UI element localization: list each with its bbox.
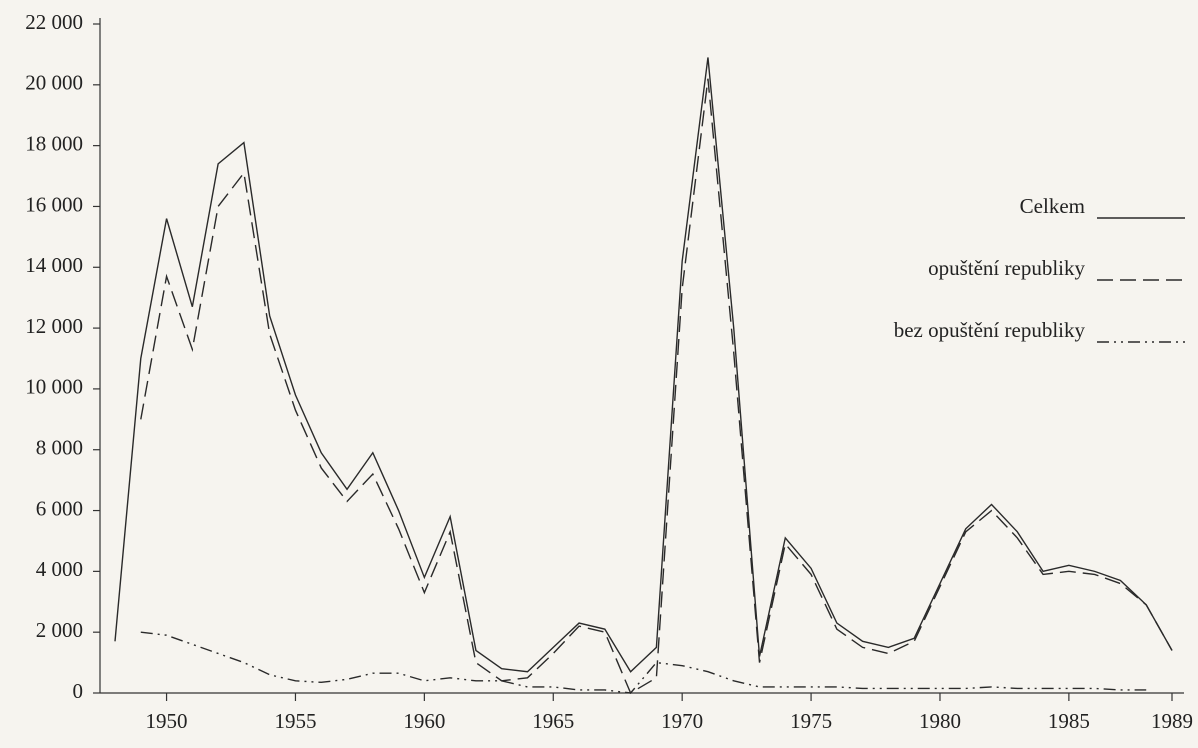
x-tick-label: 1965 xyxy=(532,709,574,733)
y-tick-label: 20 000 xyxy=(25,71,83,95)
y-tick-label: 18 000 xyxy=(25,131,83,155)
x-tick-label: 1980 xyxy=(919,709,961,733)
legend-label: bez opuštění republiky xyxy=(894,318,1086,342)
y-tick-label: 6 000 xyxy=(36,496,83,520)
x-tick-label: 1975 xyxy=(790,709,832,733)
y-tick-label: 4 000 xyxy=(36,557,83,581)
y-tick-label: 8 000 xyxy=(36,436,83,460)
x-tick-label: 1989 xyxy=(1151,709,1193,733)
x-tick-label: 1950 xyxy=(146,709,188,733)
series-line xyxy=(140,78,1173,695)
legend-label: opuštění republiky xyxy=(928,256,1085,280)
x-tick-label: 1985 xyxy=(1048,709,1090,733)
y-tick-label: 10 000 xyxy=(25,375,83,399)
y-tick-label: 12 000 xyxy=(25,314,83,338)
y-tick-label: 0 xyxy=(73,679,84,703)
y-tick-label: 16 000 xyxy=(25,192,83,216)
y-tick-label: 14 000 xyxy=(25,253,83,277)
legend-label: Celkem xyxy=(1020,194,1085,218)
y-tick-label: 22 000 xyxy=(25,10,83,34)
series-line xyxy=(114,57,1173,673)
series-line xyxy=(140,631,1147,694)
y-tick-label: 2 000 xyxy=(36,618,83,642)
x-tick-label: 1960 xyxy=(403,709,445,733)
x-tick-label: 1970 xyxy=(661,709,703,733)
x-tick-label: 1955 xyxy=(274,709,316,733)
